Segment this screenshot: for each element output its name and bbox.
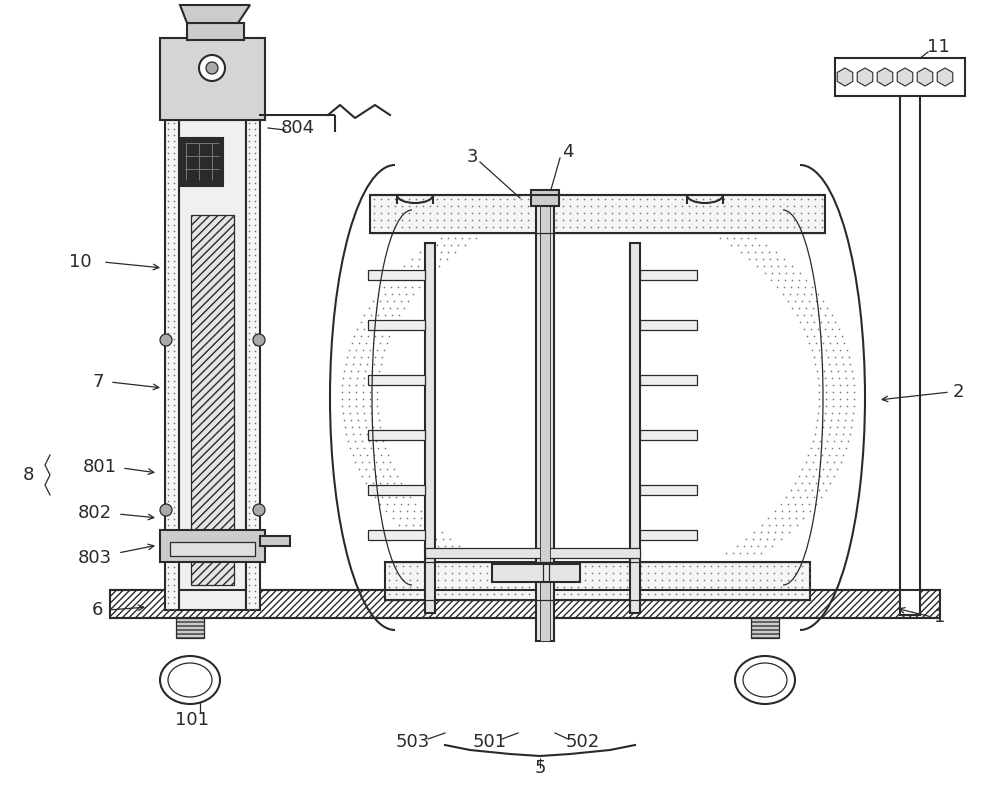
Bar [368,320,425,330]
Bar [110,590,940,618]
Bar [176,618,204,638]
Circle shape [253,334,265,346]
Bar [246,120,260,610]
Text: 802: 802 [78,504,112,522]
Circle shape [160,504,172,516]
Circle shape [206,62,218,74]
Text: 801: 801 [83,458,117,476]
Bar [425,243,435,613]
Bar [181,138,223,186]
Bar [368,530,425,540]
Bar [640,485,697,495]
Circle shape [253,504,265,516]
Text: 9: 9 [172,78,184,96]
Bar [176,634,204,637]
Circle shape [160,334,172,346]
Text: 6: 6 [91,601,103,619]
Bar [160,530,265,562]
Bar [751,618,779,621]
Bar [531,190,559,206]
Text: 501: 501 [473,733,507,751]
Polygon shape [180,5,250,23]
Bar [640,320,697,330]
Bar [176,630,204,633]
Text: 7: 7 [92,373,104,391]
Bar [385,562,810,600]
Text: 503: 503 [396,733,430,751]
Bar [640,270,697,280]
Bar [835,58,965,96]
Bar [368,430,425,440]
Bar [900,95,920,615]
Bar [640,375,697,385]
Text: 5: 5 [534,759,546,777]
Bar [536,201,554,641]
Text: 101: 101 [175,711,209,729]
Bar [187,23,244,40]
Text: 1: 1 [934,608,946,626]
Bar [179,120,246,610]
Bar [170,542,255,556]
Bar [751,630,779,633]
Text: 3: 3 [466,148,478,166]
Ellipse shape [160,656,220,704]
Bar [640,430,697,440]
Bar [425,548,640,558]
Text: 502: 502 [566,733,600,751]
Bar [370,195,825,233]
Bar [176,622,204,625]
Circle shape [199,55,225,81]
Bar [751,622,779,625]
Bar [640,530,697,540]
Bar [176,618,204,621]
Text: 2: 2 [952,383,964,401]
Bar [751,618,779,638]
Ellipse shape [735,656,795,704]
Text: 8: 8 [22,466,34,484]
Text: 803: 803 [78,549,112,567]
Text: 11: 11 [927,38,949,56]
Text: 4: 4 [562,143,574,161]
Bar [165,120,179,610]
Bar [368,270,425,280]
Bar [368,375,425,385]
Bar [368,485,425,495]
Bar [176,626,204,629]
Bar [751,634,779,637]
Bar [260,536,290,546]
Text: 10: 10 [69,253,91,271]
Bar [191,215,234,585]
Text: 804: 804 [281,119,315,137]
Bar [492,564,580,582]
Bar [160,38,265,120]
Bar [751,626,779,629]
Bar [540,201,550,641]
Bar [630,243,640,613]
